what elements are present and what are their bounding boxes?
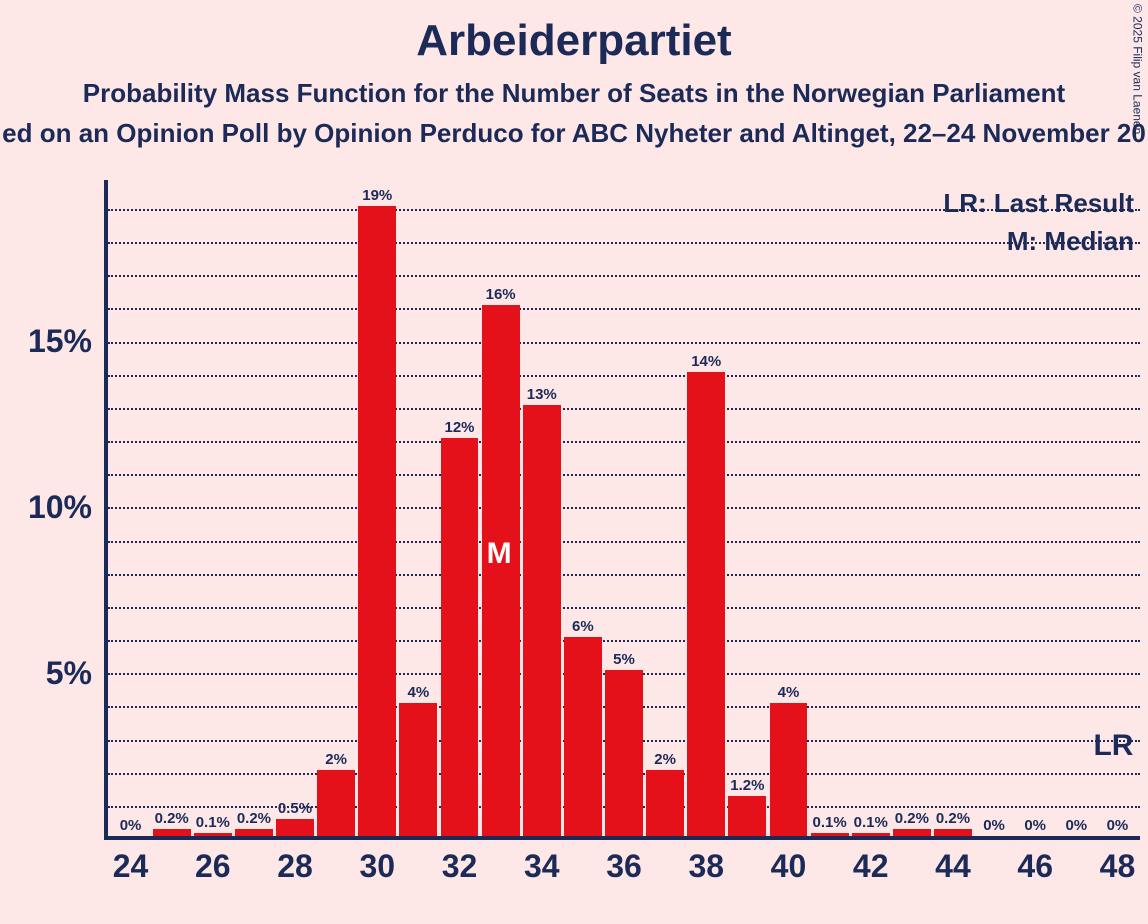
bar [399, 703, 437, 836]
bar [317, 770, 355, 836]
x-tick-label: 44 [923, 848, 983, 885]
x-tick-label: 42 [841, 848, 901, 885]
plot-area: 0%0.2%0.1%0.2%0.5%2%19%4%12%16%13%6%5%2%… [104, 180, 1140, 840]
gridline [108, 375, 1140, 377]
y-axis-line [104, 180, 108, 840]
bar [523, 405, 561, 836]
gridline [108, 474, 1140, 476]
bar-value-label: 0% [1093, 817, 1143, 834]
bar-value-label: 13% [517, 386, 567, 403]
y-tick-label: 10% [0, 489, 92, 526]
x-tick-label: 24 [101, 848, 161, 885]
x-tick-label: 30 [347, 848, 407, 885]
gridline [108, 308, 1140, 310]
bar [441, 438, 479, 836]
gridline [108, 607, 1140, 609]
last-result-marker: LR [1093, 729, 1133, 763]
bar [728, 796, 766, 836]
bar [564, 637, 602, 836]
gridline [108, 342, 1140, 344]
bar-value-label: 4% [393, 684, 443, 701]
bar-value-label: 1.2% [722, 777, 772, 794]
chart-subtitle-1: Probability Mass Function for the Number… [0, 78, 1148, 109]
x-tick-label: 34 [512, 848, 572, 885]
x-tick-label: 46 [1005, 848, 1065, 885]
x-axis-line [104, 836, 1140, 840]
chart-title: Arbeiderpartiet [0, 16, 1148, 66]
x-tick-label: 36 [594, 848, 654, 885]
x-tick-label: 26 [183, 848, 243, 885]
bar [153, 829, 191, 836]
bar-value-label: 5% [599, 651, 649, 668]
chart-canvas: Arbeiderpartiet Probability Mass Functio… [0, 0, 1148, 924]
gridline [108, 209, 1140, 211]
bar [235, 829, 273, 836]
bar-value-label: 6% [558, 618, 608, 635]
bar [276, 819, 314, 836]
x-tick-label: 48 [1087, 848, 1147, 885]
x-tick-label: 32 [430, 848, 490, 885]
gridline [108, 507, 1140, 509]
y-tick-label: 15% [0, 323, 92, 360]
bar [646, 770, 684, 836]
bar [358, 206, 396, 836]
chart-subtitle-2: ed on an Opinion Poll by Opinion Perduco… [0, 118, 1148, 149]
bar-value-label: 0.5% [270, 800, 320, 817]
bar-value-label: 12% [435, 419, 485, 436]
gridline [108, 441, 1140, 443]
bar [482, 305, 520, 836]
bar-value-label: 4% [764, 684, 814, 701]
gridline [108, 574, 1140, 576]
bar [934, 829, 972, 836]
bar-value-label: 2% [640, 751, 690, 768]
x-tick-label: 40 [758, 848, 818, 885]
bar-value-label: 2% [311, 751, 361, 768]
bar-value-label: 14% [681, 353, 731, 370]
gridline [108, 275, 1140, 277]
bar-value-label: 16% [476, 286, 526, 303]
bar-value-label: 19% [352, 187, 402, 204]
gridline [108, 541, 1140, 543]
copyright-notice: © 2025 Filip van Laenen [1130, 4, 1144, 134]
bar [770, 703, 808, 836]
gridline [108, 640, 1140, 642]
x-tick-label: 38 [676, 848, 736, 885]
gridline [108, 242, 1140, 244]
bar [605, 670, 643, 836]
x-tick-label: 28 [265, 848, 325, 885]
gridline [108, 408, 1140, 410]
bar [687, 372, 725, 836]
y-tick-label: 5% [0, 655, 92, 692]
bar [893, 829, 931, 836]
